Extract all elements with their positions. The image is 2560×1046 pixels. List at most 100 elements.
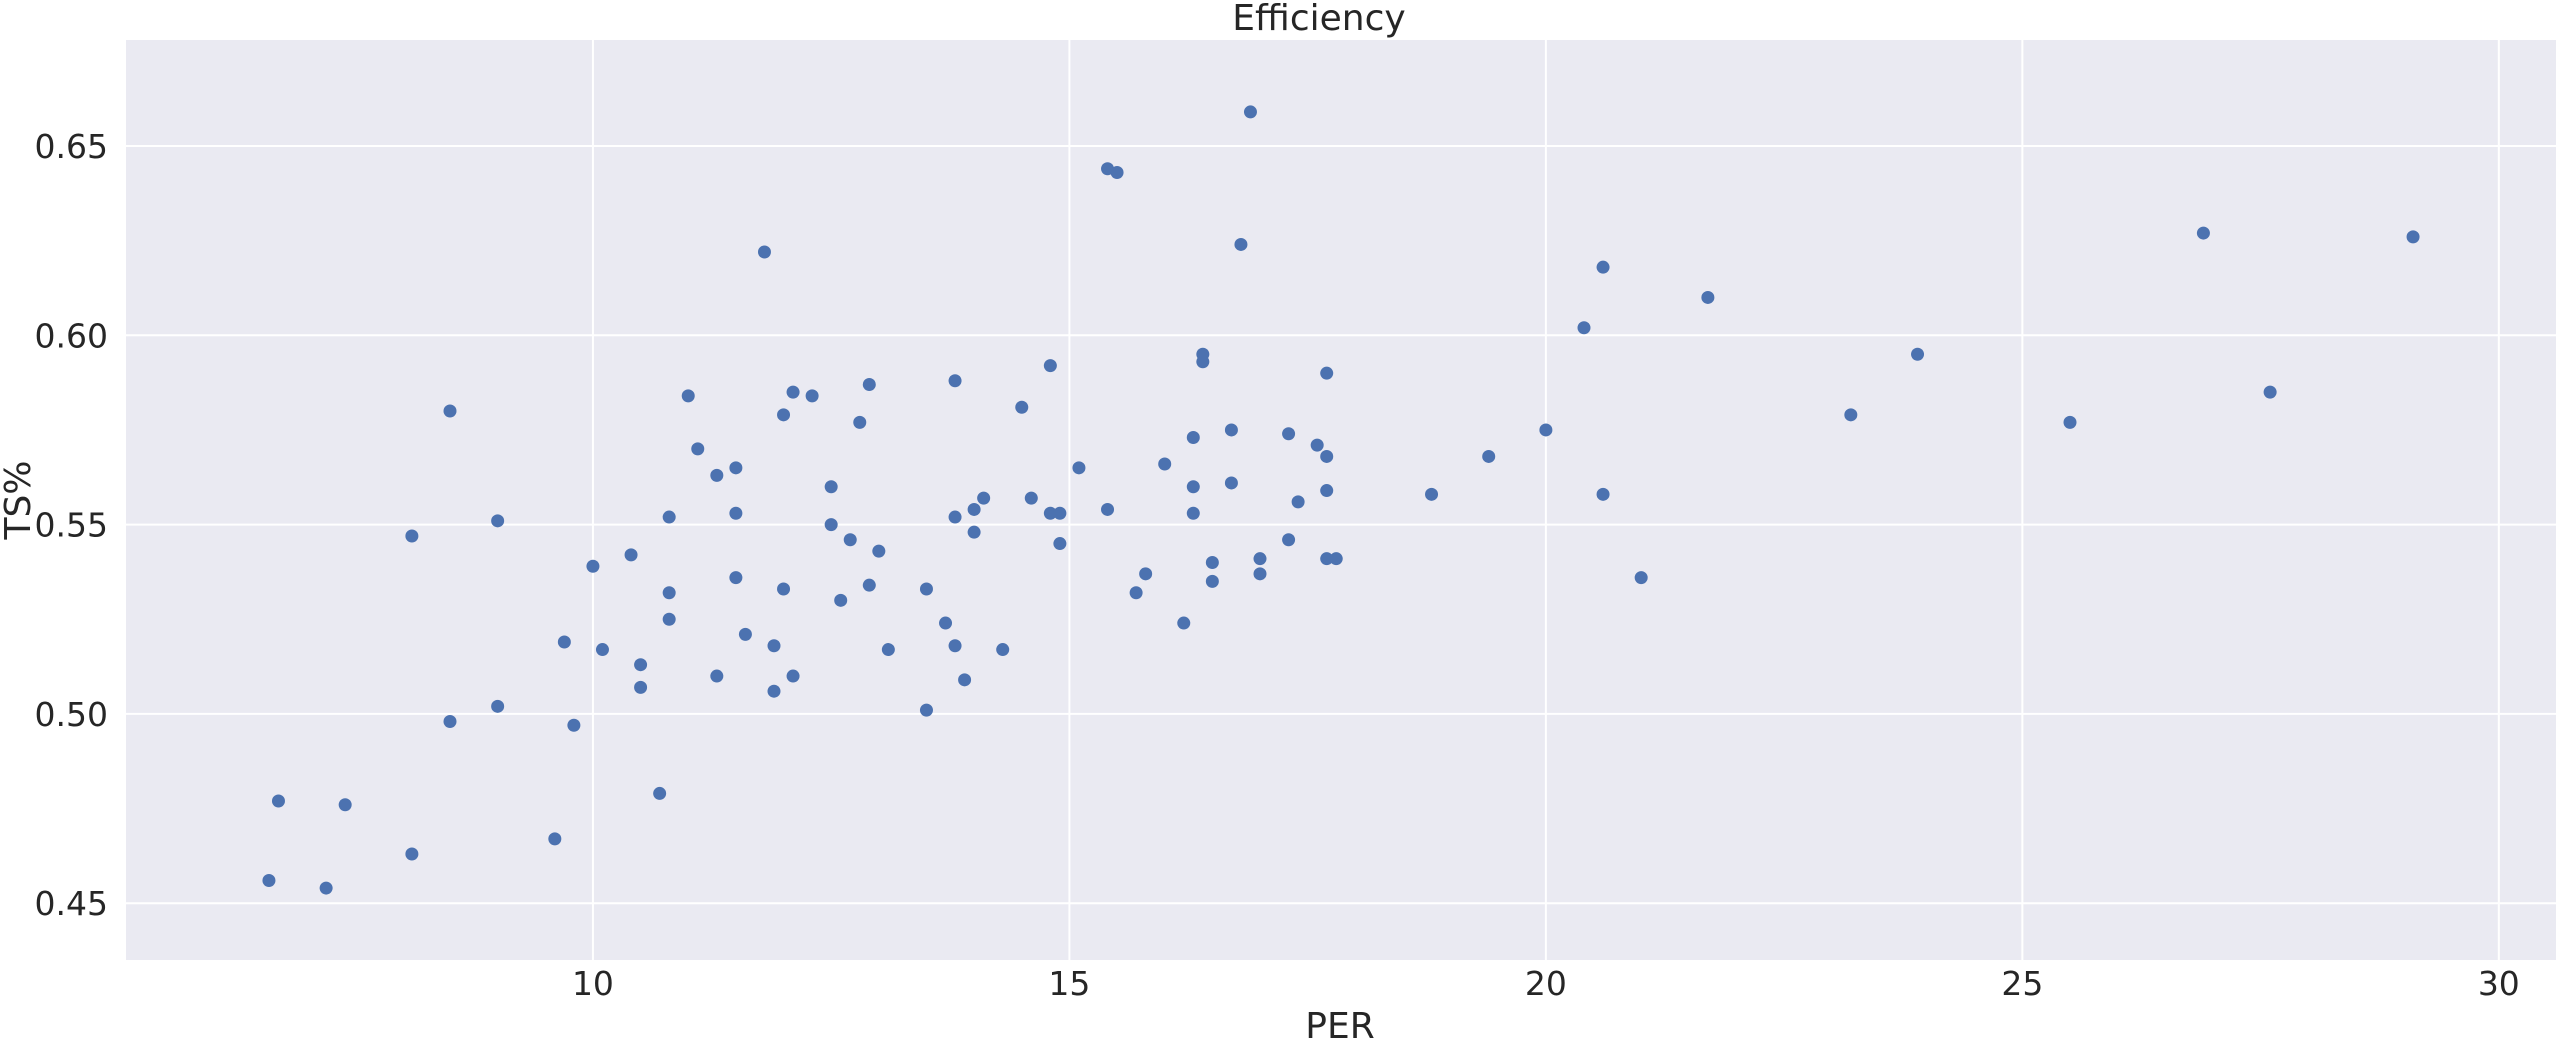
data-point: [1320, 552, 1334, 566]
y-axis-label: TS%: [0, 460, 39, 540]
data-point: [948, 510, 962, 524]
data-point: [729, 571, 743, 585]
data-point: [843, 533, 857, 547]
data-point: [710, 669, 724, 683]
data-point: [662, 612, 676, 626]
data-point: [405, 529, 419, 543]
data-point: [1577, 321, 1591, 335]
data-point: [824, 480, 838, 494]
data-point: [862, 578, 876, 592]
data-point: [786, 385, 800, 399]
y-tick-label: 0.60: [35, 316, 108, 355]
data-point: [443, 404, 457, 418]
data-point: [805, 389, 819, 403]
data-point: [1072, 461, 1086, 475]
data-point: [1224, 476, 1238, 490]
data-point: [881, 643, 895, 657]
data-point: [1158, 457, 1172, 471]
data-point: [1024, 491, 1038, 505]
x-tick-label: 10: [572, 964, 614, 1003]
data-point: [1224, 423, 1238, 437]
data-point: [634, 658, 648, 672]
data-point: [862, 378, 876, 392]
data-point: [1043, 359, 1057, 373]
data-point: [757, 245, 771, 259]
data-point: [1282, 533, 1296, 547]
data-point: [1320, 484, 1334, 498]
data-point: [1596, 487, 1610, 501]
data-point: [1701, 290, 1715, 304]
data-point: [2263, 385, 2277, 399]
data-point: [443, 714, 457, 728]
y-tick-label: 0.45: [35, 884, 108, 923]
data-point: [662, 510, 676, 524]
data-point: [567, 718, 581, 732]
data-point: [1243, 105, 1257, 119]
y-axis-ticks: 0.45 0.50 0.55 0.60 0.65: [35, 127, 108, 923]
data-point: [1196, 355, 1210, 369]
x-tick-label: 25: [2001, 964, 2043, 1003]
data-point: [777, 582, 791, 596]
data-point: [738, 627, 752, 641]
data-point: [729, 461, 743, 475]
data-point: [1282, 427, 1296, 441]
data-point: [271, 794, 285, 808]
data-point: [1186, 480, 1200, 494]
data-point: [967, 525, 981, 539]
data-point: [405, 847, 419, 861]
y-tick-label: 0.65: [35, 127, 108, 166]
data-point: [1329, 552, 1343, 566]
data-point: [1053, 506, 1067, 520]
data-point: [1320, 366, 1334, 380]
data-point: [948, 374, 962, 388]
data-point: [1596, 260, 1610, 274]
data-point: [624, 548, 638, 562]
data-point: [767, 639, 781, 653]
data-point: [262, 873, 276, 887]
data-point: [958, 673, 972, 687]
data-point: [1911, 347, 1925, 361]
data-points: [262, 105, 2420, 895]
data-point: [919, 703, 933, 717]
data-point: [777, 408, 791, 422]
data-point: [853, 415, 867, 429]
data-point: [1205, 574, 1219, 588]
data-point: [1425, 487, 1439, 501]
data-point: [729, 506, 743, 520]
data-point: [710, 468, 724, 482]
data-point: [1310, 438, 1324, 452]
data-point: [1043, 506, 1057, 520]
data-point: [1110, 166, 1124, 180]
data-point: [1234, 237, 1248, 251]
data-point: [1634, 571, 1648, 585]
data-point: [1186, 506, 1200, 520]
data-point: [1291, 495, 1305, 509]
y-tick-label: 0.50: [35, 695, 108, 734]
data-point: [1129, 586, 1143, 600]
x-tick-label: 20: [1525, 964, 1567, 1003]
data-point: [1015, 400, 1029, 414]
data-point: [586, 559, 600, 573]
data-point: [834, 593, 848, 607]
data-point: [1253, 552, 1267, 566]
x-tick-label: 30: [2478, 964, 2520, 1003]
data-point: [548, 832, 562, 846]
data-point: [653, 786, 667, 800]
data-point: [767, 684, 781, 698]
y-tick-label: 0.55: [35, 506, 108, 545]
data-point: [1844, 408, 1858, 422]
data-point: [948, 639, 962, 653]
data-point: [1139, 567, 1153, 581]
plot-area: [126, 40, 2556, 960]
data-point: [634, 680, 648, 694]
data-point: [595, 643, 609, 657]
data-point: [1253, 567, 1267, 581]
data-point: [1482, 449, 1496, 463]
data-point: [786, 669, 800, 683]
data-point: [319, 881, 333, 895]
data-point: [691, 442, 705, 456]
data-point: [977, 491, 991, 505]
data-point: [2406, 230, 2420, 244]
data-point: [996, 643, 1010, 657]
